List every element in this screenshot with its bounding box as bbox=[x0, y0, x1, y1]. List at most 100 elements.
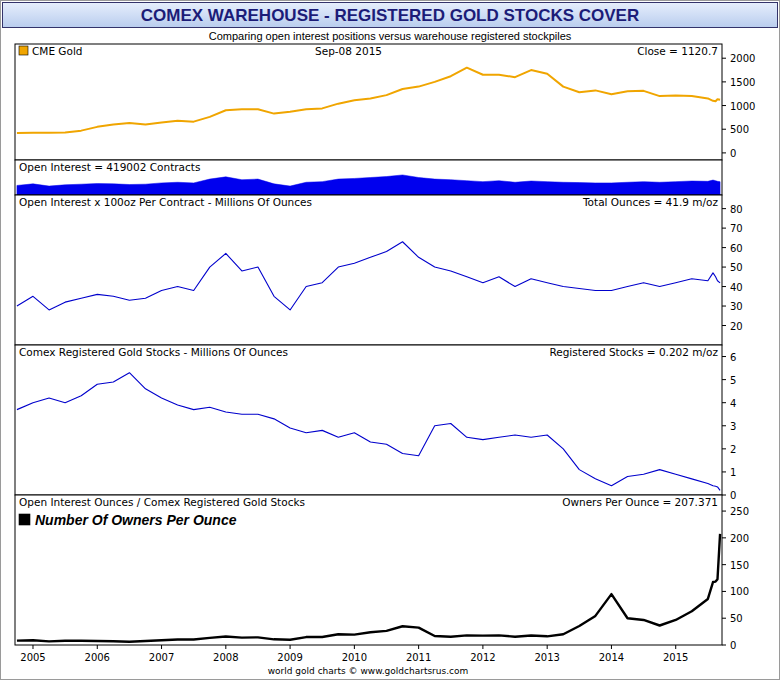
y-tick bbox=[722, 306, 726, 307]
series-area bbox=[17, 175, 720, 195]
y-tick-label: 0 bbox=[730, 490, 736, 501]
y-tick bbox=[722, 267, 726, 268]
data-group bbox=[17, 68, 720, 133]
y-tick-label: 50 bbox=[730, 262, 743, 273]
y-tick bbox=[722, 402, 726, 403]
y-tick bbox=[722, 495, 726, 496]
x-tick bbox=[611, 645, 612, 649]
plot-background bbox=[15, 44, 722, 160]
y-tick-label: 60 bbox=[730, 243, 743, 254]
x-tick bbox=[418, 645, 419, 649]
x-tick-label: 2005 bbox=[20, 652, 45, 663]
y-tick bbox=[722, 564, 726, 565]
annotation: Sep-08 2015 bbox=[315, 45, 382, 57]
y-tick-label: 20 bbox=[730, 321, 743, 332]
panel-frame bbox=[15, 44, 722, 160]
y-tick-label: 2 bbox=[730, 444, 736, 455]
panel: 0 1 2 3 4 5 6 Comex Registered Gold Stocks - Mi… bbox=[15, 345, 736, 501]
panel-title: Open Interest x 100oz Per Contract - Mil… bbox=[19, 196, 312, 208]
y-tick-label: 100 bbox=[730, 586, 749, 597]
y-tick bbox=[722, 228, 726, 229]
plot-background bbox=[15, 495, 722, 645]
page-frame bbox=[1, 1, 780, 680]
legend-label: CME Gold bbox=[32, 45, 83, 57]
x-tick-label: 2006 bbox=[85, 652, 110, 663]
panel-frame bbox=[15, 195, 722, 345]
y-tick bbox=[722, 448, 726, 449]
y-tick-label: 1000 bbox=[730, 101, 755, 112]
y-tick-label: 6 bbox=[730, 352, 736, 363]
y-tick-label: 3 bbox=[730, 421, 736, 432]
series-line bbox=[17, 534, 720, 642]
y-tick-label: 4 bbox=[730, 398, 736, 409]
plot-background bbox=[15, 345, 722, 495]
legend-label: Number Of Owners Per Ounce bbox=[35, 512, 237, 528]
panel: 0501001502002502005200620072008200920102… bbox=[15, 495, 749, 663]
y-tick bbox=[722, 129, 726, 130]
data-group bbox=[17, 175, 720, 195]
chart-root: COMEX WAREHOUSE - REGISTERED GOLD STOCKS… bbox=[0, 0, 780, 680]
series-line bbox=[17, 68, 720, 133]
y-tick-label: 70 bbox=[730, 223, 743, 234]
x-tick-label: 2007 bbox=[149, 652, 174, 663]
y-tick bbox=[722, 645, 726, 646]
y-tick bbox=[722, 471, 726, 472]
plot-background bbox=[15, 160, 722, 195]
x-tick bbox=[32, 645, 33, 649]
x-tick bbox=[482, 645, 483, 649]
panel: Open Interest = 419002 Contracts bbox=[15, 160, 722, 195]
y-tick-label: 80 bbox=[730, 204, 743, 215]
x-tick bbox=[97, 645, 98, 649]
data-group bbox=[17, 534, 720, 642]
x-tick-label: 2011 bbox=[406, 652, 431, 663]
panel: 20 30 40 50 60 70 80 Open Interest x 100oz Per … bbox=[15, 195, 743, 345]
y-tick bbox=[722, 286, 726, 287]
panel-title: Open Interest Ounces / Comex Registered … bbox=[19, 496, 305, 508]
panel-frame bbox=[15, 345, 722, 495]
y-tick bbox=[722, 511, 726, 512]
y-tick bbox=[722, 425, 726, 426]
x-tick-label: 2008 bbox=[213, 652, 238, 663]
x-tick-label: 2012 bbox=[470, 652, 495, 663]
y-tick bbox=[722, 356, 726, 357]
y-tick-label: 1500 bbox=[730, 77, 755, 88]
series-line bbox=[17, 373, 720, 491]
y-tick-label: 5 bbox=[730, 375, 736, 386]
y-tick bbox=[722, 58, 726, 59]
annotation: Owners Per Ounce = 207.371 bbox=[562, 496, 718, 508]
footer: world gold charts © www.goldchartsrus.co… bbox=[268, 666, 469, 676]
panel: 0500100015002000Sep-08 2015Close = 1120.… bbox=[15, 44, 755, 160]
y-tick bbox=[722, 105, 726, 106]
x-tick bbox=[547, 645, 548, 649]
y-tick bbox=[722, 591, 726, 592]
y-tick-label: 0 bbox=[730, 148, 736, 159]
x-tick-label: 2014 bbox=[599, 652, 624, 663]
x-tick bbox=[290, 645, 291, 649]
y-tick-label: 500 bbox=[730, 124, 749, 135]
x-tick bbox=[225, 645, 226, 649]
y-tick-label: 40 bbox=[730, 282, 743, 293]
y-tick bbox=[722, 325, 726, 326]
annotation: Registered Stocks = 0.202 m/oz bbox=[549, 346, 718, 358]
x-tick bbox=[675, 645, 676, 649]
data-group bbox=[17, 242, 720, 310]
y-tick-label: 1 bbox=[730, 467, 736, 478]
title-bar bbox=[3, 3, 778, 28]
y-tick bbox=[722, 152, 726, 153]
y-tick-label: 30 bbox=[730, 301, 743, 312]
y-tick bbox=[722, 208, 726, 209]
series-line bbox=[17, 242, 720, 310]
x-tick bbox=[161, 645, 162, 649]
y-tick-label: 150 bbox=[730, 560, 749, 571]
y-tick bbox=[722, 537, 726, 538]
y-tick bbox=[722, 81, 726, 82]
panel-title: Comex Registered Gold Stocks - Millions … bbox=[19, 346, 288, 358]
y-tick-label: 200 bbox=[730, 533, 749, 544]
y-tick-label: 2000 bbox=[730, 53, 755, 64]
y-tick-label: 50 bbox=[730, 613, 743, 624]
y-tick bbox=[722, 247, 726, 248]
legend-swatch bbox=[19, 514, 30, 525]
subtitle: Comparing open interest positions versus… bbox=[209, 30, 572, 42]
panel-frame bbox=[15, 495, 722, 645]
legend-swatch bbox=[19, 46, 28, 55]
